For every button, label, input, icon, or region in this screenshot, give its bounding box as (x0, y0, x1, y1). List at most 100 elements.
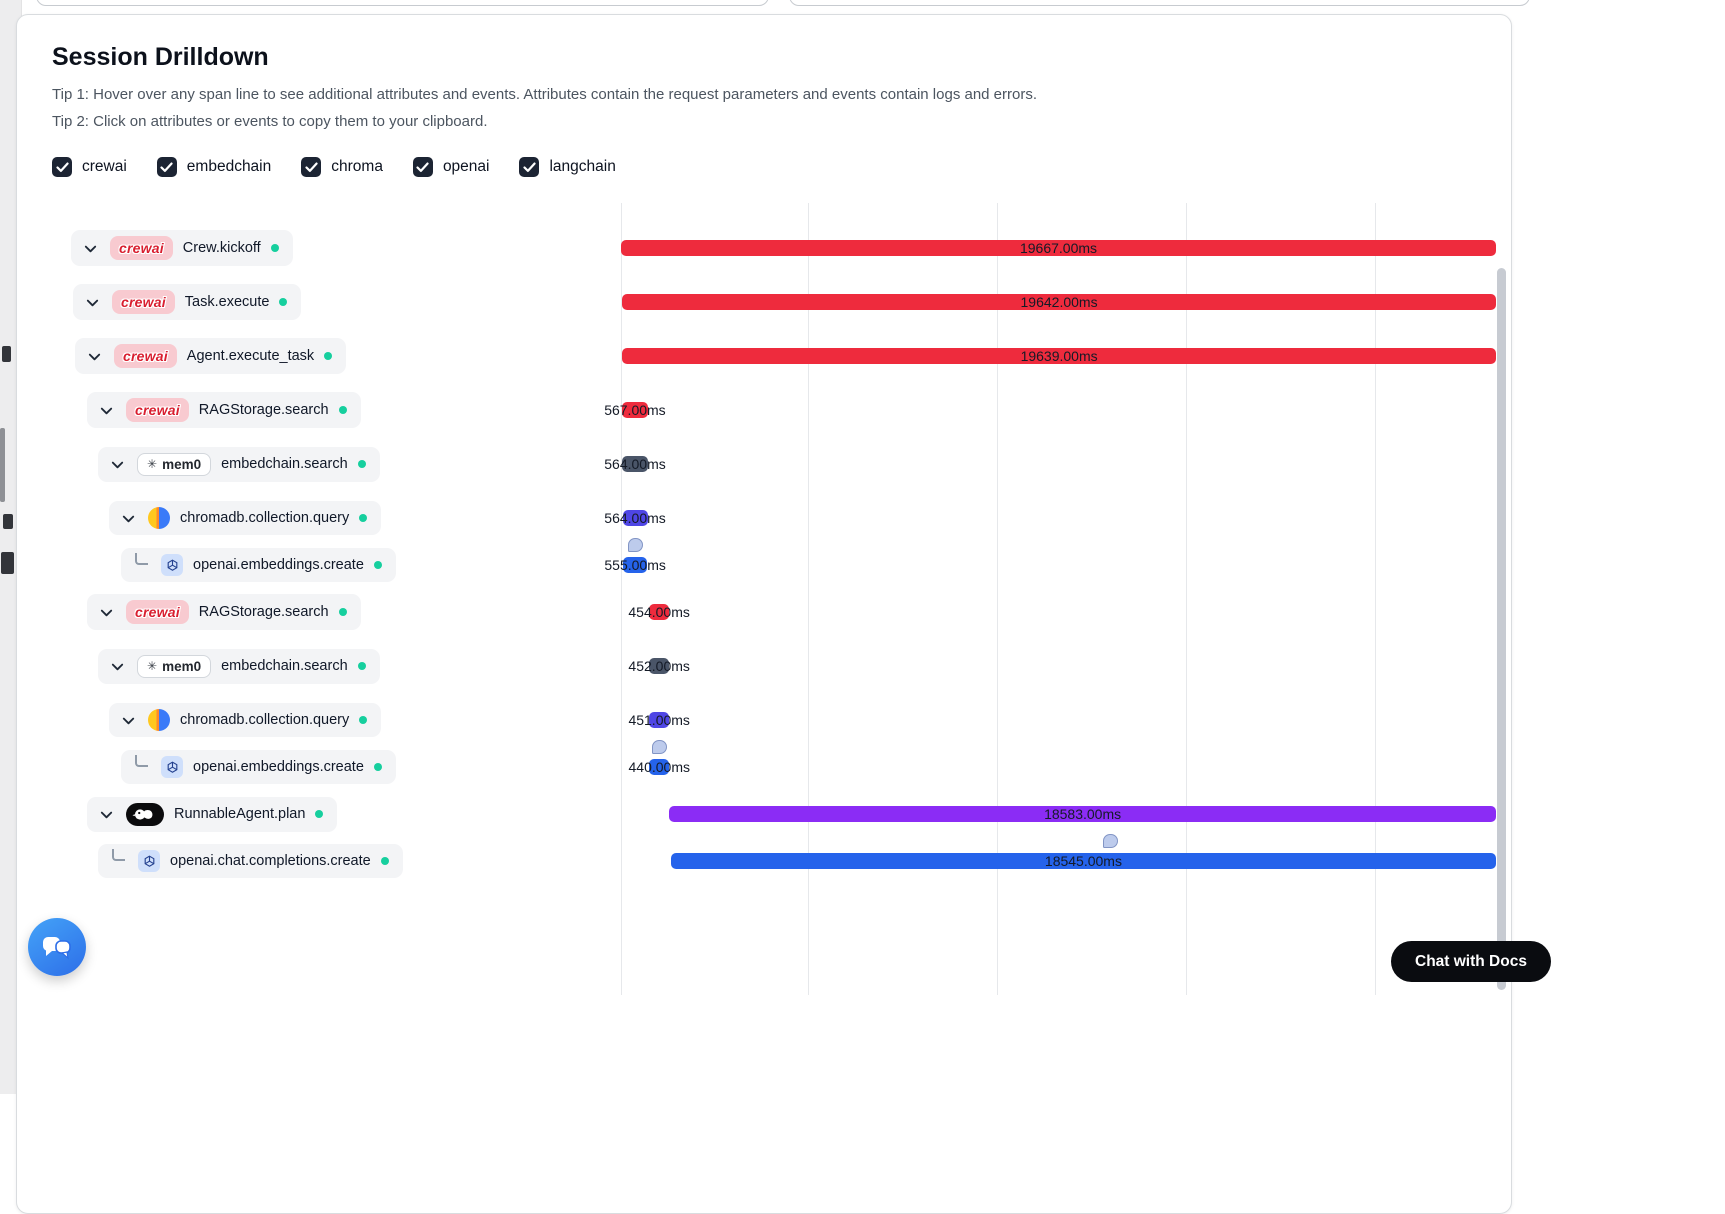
filter-langchain[interactable]: langchain (519, 157, 616, 177)
span-name: embedchain.search (221, 658, 348, 674)
filter-label: crewai (82, 158, 127, 175)
checkbox-checked-icon[interactable] (301, 157, 322, 177)
filter-crewai[interactable]: crewai (52, 157, 127, 177)
span-duration-label: 555.00ms (604, 557, 666, 573)
span-duration-label: 452.00ms (628, 658, 690, 674)
span-row[interactable]: crewai RAGStorage.search (87, 594, 361, 630)
span-name: RAGStorage.search (198, 604, 329, 620)
span-row[interactable]: openai.chat.completions.create (98, 844, 403, 878)
chevron-down-icon[interactable] (96, 603, 116, 621)
page-title: Session Drilldown (52, 43, 269, 71)
filter-openai[interactable]: openai (412, 157, 490, 177)
chroma-logo-icon (148, 507, 170, 529)
event-bubble-icon[interactable] (628, 538, 644, 552)
page-edge-artifact (2, 346, 11, 362)
chevron-down-icon[interactable] (96, 805, 116, 823)
span-bar[interactable]: 19642.00ms (622, 294, 1496, 310)
chevron-down-icon[interactable] (96, 401, 116, 419)
span-row[interactable]: crewai Task.execute (73, 284, 302, 320)
span-duration-label: 564.00ms (604, 456, 666, 472)
mem0-logo-icon: ✳ mem0 (137, 452, 212, 476)
span-row[interactable]: crewai RAGStorage.search (87, 392, 361, 428)
span-row[interactable]: ✳ mem0 embedchain.search (98, 446, 380, 482)
chevron-down-icon[interactable] (80, 239, 100, 257)
span-row[interactable]: crewai Agent.execute_task (75, 338, 347, 374)
crewai-logo-icon: crewai (126, 398, 189, 422)
span-bar[interactable]: 555.00ms (604, 557, 666, 573)
span-bar[interactable]: 451.00ms (628, 712, 690, 728)
chevron-down-icon[interactable] (118, 509, 138, 527)
tree-elbow-connector-icon (112, 849, 125, 861)
span-row[interactable]: openai.embeddings.create (121, 750, 396, 784)
framework-filters: crewai embedchain chroma openai langchai… (52, 157, 1476, 177)
span-row[interactable]: RunnableAgent.plan (87, 796, 338, 832)
checkbox-checked-icon[interactable] (156, 157, 177, 177)
span-bar[interactable]: 18545.00ms (670, 853, 1496, 869)
span-row[interactable]: chromadb.collection.query (109, 501, 382, 535)
status-dot (373, 561, 382, 569)
chat-widget-button[interactable] (28, 918, 86, 976)
trace-row: openai.embeddings.create 555.00ms (17, 538, 1511, 585)
openai-logo-icon (161, 554, 183, 576)
langchain-logo-icon (126, 802, 164, 826)
status-dot (324, 352, 333, 360)
status-dot (338, 608, 347, 616)
chevron-down-icon[interactable] (82, 293, 102, 311)
tree-elbow-connector-icon (135, 553, 148, 565)
vertical-scrollbar[interactable] (1497, 268, 1506, 990)
span-bar[interactable]: 19667.00ms (621, 240, 1496, 256)
status-dot (357, 460, 366, 468)
span-row[interactable]: chromadb.collection.query (109, 703, 382, 737)
mem0-mark-icon: ✳ (147, 457, 158, 471)
trace-row: chromadb.collection.query 564.00ms (17, 491, 1511, 545)
span-bar[interactable]: 440.00ms (629, 759, 690, 775)
checkbox-checked-icon[interactable] (52, 157, 72, 177)
trace-row: openai.chat.completions.create 18545.00m… (17, 834, 1511, 881)
trace-rows: crewai Crew.kickoff 19667.00ms crewai Ta… (17, 203, 1511, 881)
crewai-logo-icon: crewai (110, 236, 173, 260)
openai-logo-icon (161, 756, 183, 778)
checkbox-checked-icon[interactable] (412, 157, 433, 177)
span-bar[interactable]: 564.00ms (604, 456, 666, 472)
span-name: openai.chat.completions.create (170, 853, 371, 869)
span-bar[interactable]: 18583.00ms (669, 806, 1496, 822)
chevron-down-icon[interactable] (107, 455, 127, 473)
event-bubble-icon[interactable] (652, 740, 668, 754)
status-dot (359, 514, 368, 522)
event-bubble-icon[interactable] (1103, 834, 1119, 848)
filter-label: embedchain (186, 158, 272, 175)
span-bar[interactable]: 454.00ms (628, 604, 690, 620)
trace-row: crewai RAGStorage.search 454.00ms (17, 585, 1511, 639)
mem0-logo-icon: ✳ mem0 (137, 654, 212, 678)
trace-row: openai.embeddings.create 440.00ms (17, 740, 1511, 787)
span-bar[interactable]: 567.00ms (604, 402, 666, 418)
chat-with-docs-button[interactable]: Chat with Docs (1391, 941, 1551, 982)
filter-chroma[interactable]: chroma (301, 157, 383, 177)
span-row[interactable]: crewai Crew.kickoff (71, 230, 293, 266)
status-dot (380, 857, 389, 865)
status-dot (315, 810, 324, 818)
tip-2: Tip 2: Click on attributes or events to … (52, 113, 488, 130)
filter-label: langchain (549, 158, 616, 175)
span-bar[interactable]: 452.00ms (628, 658, 690, 674)
trace-row: crewai Task.execute 19642.00ms (17, 275, 1511, 329)
chevron-down-icon[interactable] (84, 347, 104, 365)
crewai-logo-icon: crewai (112, 290, 175, 314)
span-row[interactable]: openai.embeddings.create (121, 548, 396, 582)
timeline-gridline (1186, 203, 1187, 995)
span-name: Agent.execute_task (186, 348, 315, 364)
span-row[interactable]: ✳ mem0 embedchain.search (98, 648, 380, 684)
span-name: RAGStorage.search (198, 402, 329, 418)
background-card-top-left (36, 0, 769, 6)
filter-label: openai (442, 158, 490, 175)
span-bar[interactable]: 564.00ms (604, 510, 666, 526)
chevron-down-icon[interactable] (118, 711, 138, 729)
chevron-down-icon[interactable] (107, 657, 127, 675)
span-duration-label: 440.00ms (628, 759, 690, 775)
span-duration-label: 19642.00ms (1020, 294, 1098, 310)
status-dot (338, 406, 347, 414)
filter-embedchain[interactable]: embedchain (156, 157, 272, 177)
span-bar[interactable]: 19639.00ms (622, 348, 1496, 364)
mem0-mark-icon: ✳ (147, 659, 158, 673)
checkbox-checked-icon[interactable] (519, 157, 540, 177)
